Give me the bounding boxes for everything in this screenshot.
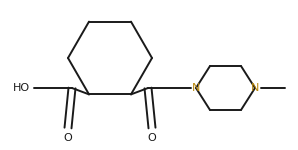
Text: N: N: [251, 83, 259, 93]
Text: O: O: [64, 133, 72, 143]
Text: N: N: [192, 83, 200, 93]
Text: HO: HO: [13, 83, 30, 93]
Text: O: O: [148, 133, 156, 143]
